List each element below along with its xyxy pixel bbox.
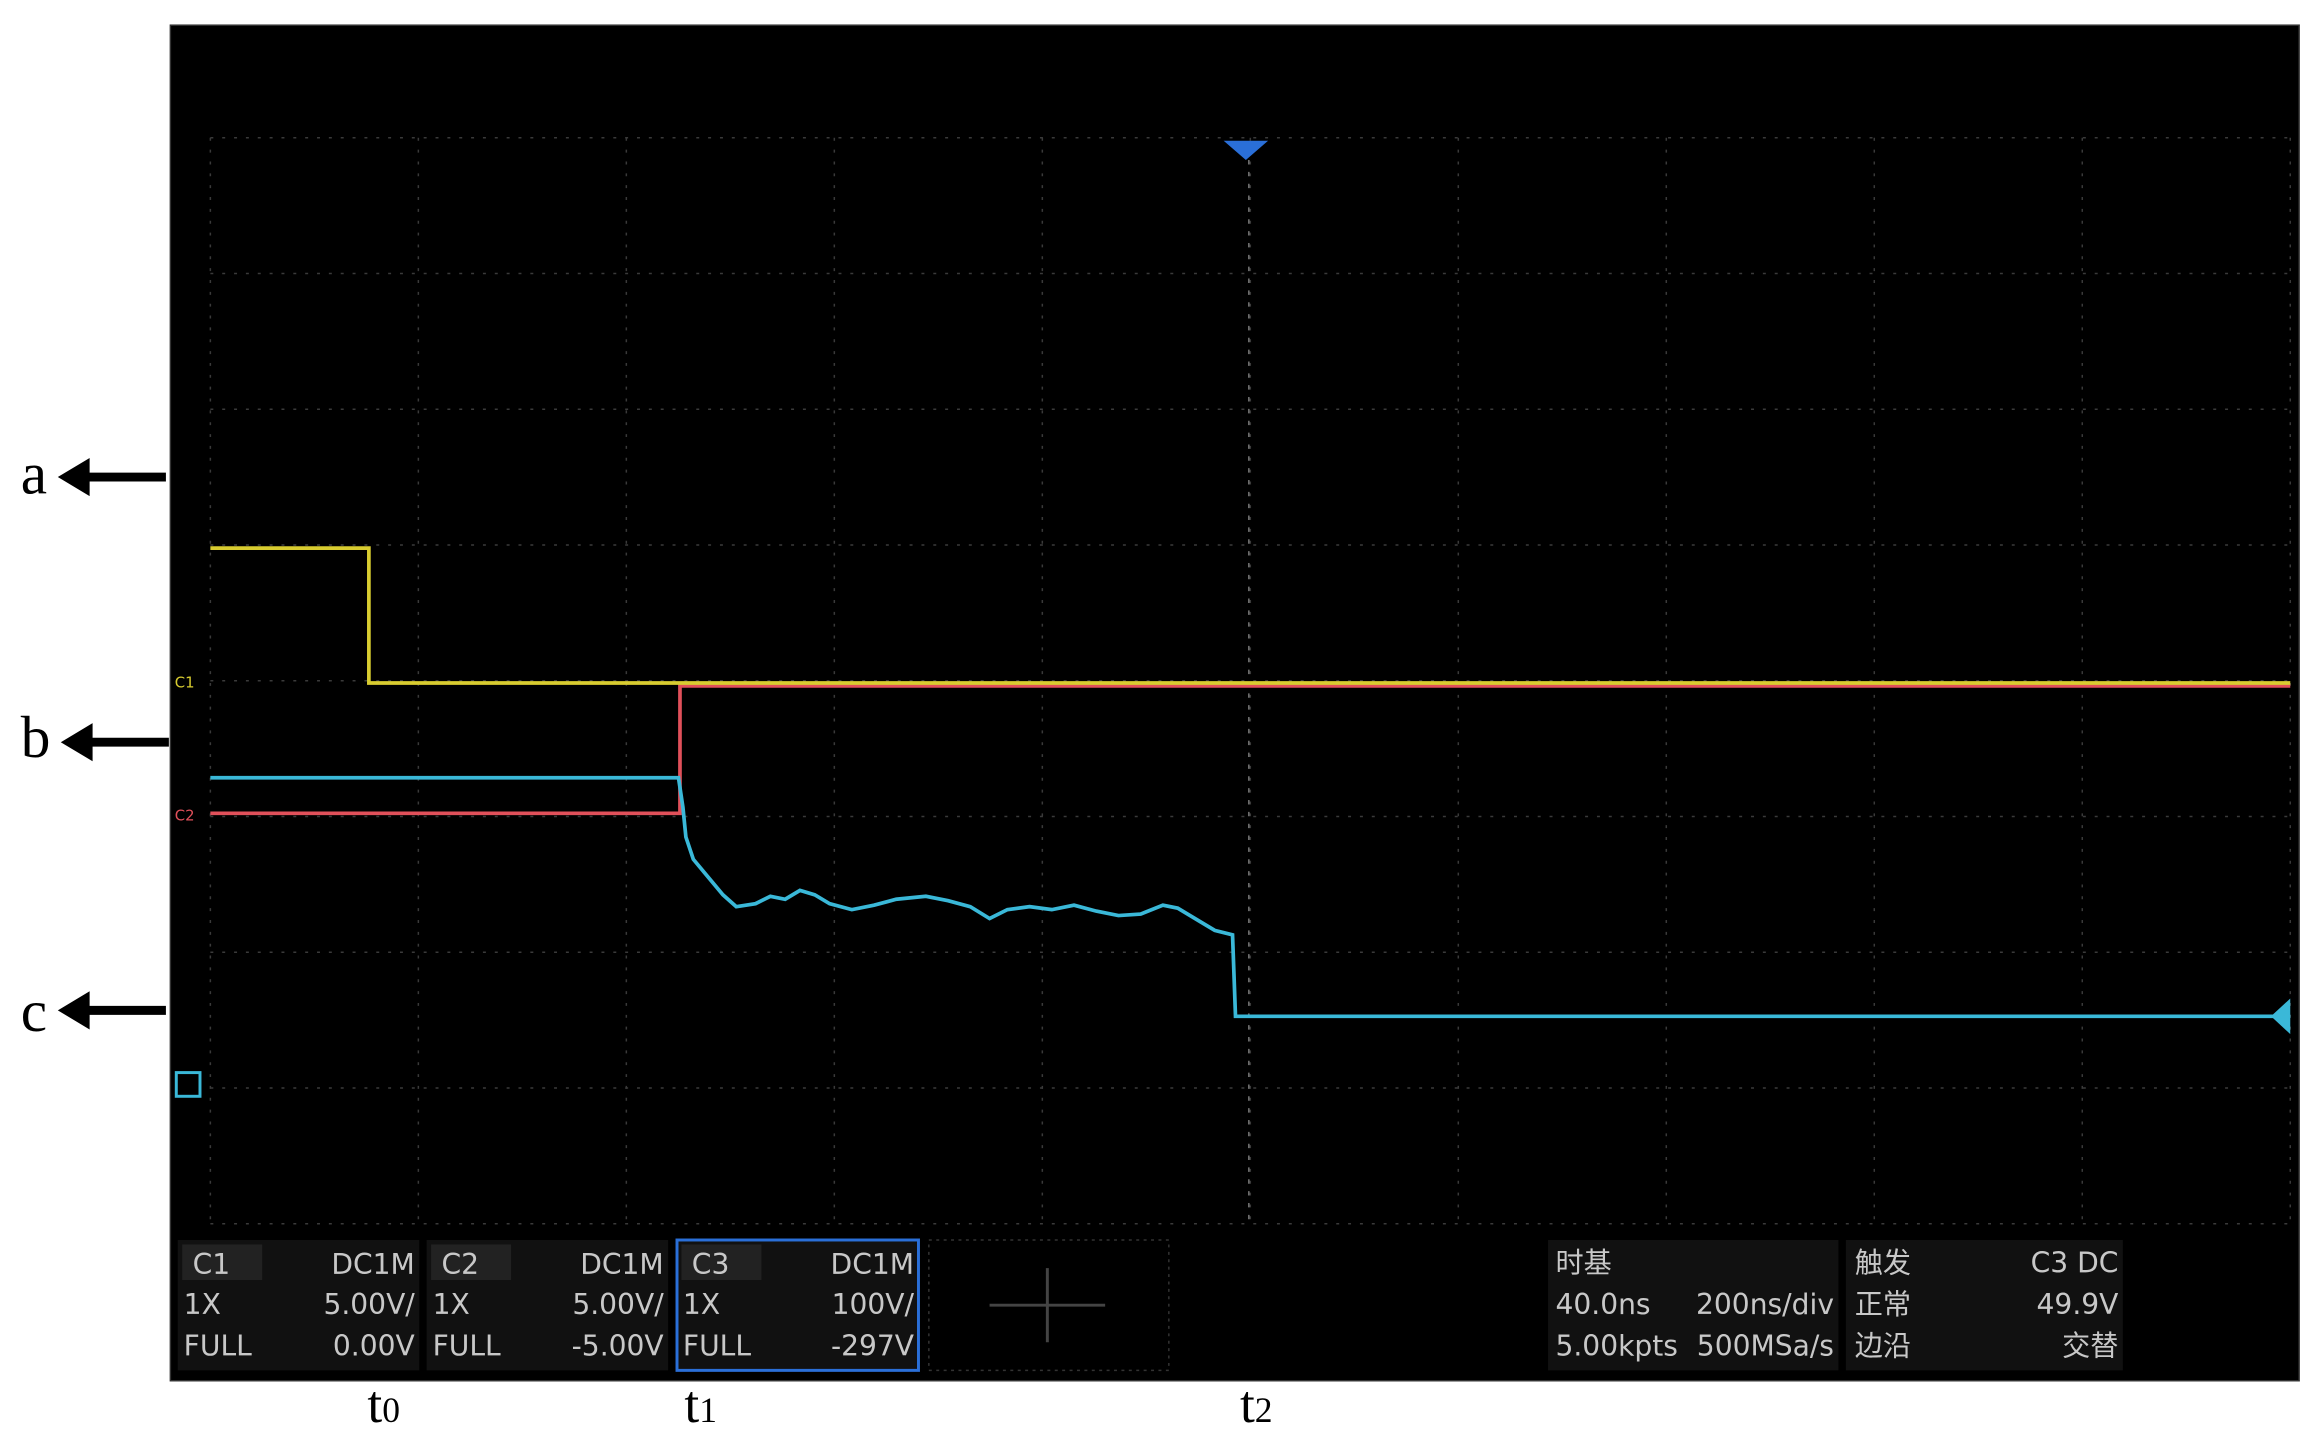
channel-bandwidth: FULL (184, 1330, 252, 1363)
side-annotations: a b c (21, 440, 169, 1044)
trigger-type: 边沿 (1855, 1330, 1911, 1363)
channel-offset: -297V (831, 1330, 914, 1363)
time-marker: t0 (367, 1374, 400, 1434)
timebase-delay: 40.0ns (1555, 1288, 1650, 1321)
time-marker: t2 (1240, 1374, 1273, 1434)
side-label: b (21, 704, 51, 770)
channel-name-box (681, 1244, 762, 1280)
channel-scale: 5.00V/ (323, 1288, 415, 1321)
trigger-slope: 交替 (2062, 1330, 2118, 1363)
channel-probe: 1X (433, 1288, 470, 1321)
trigger-level: 49.9V (2037, 1288, 2119, 1321)
trace-c2 (210, 684, 2291, 816)
channel-bandwidth: FULL (433, 1330, 501, 1363)
screen (169, 24, 2300, 1382)
trigger-position-marker (1223, 140, 1269, 160)
time-marker: t1 (684, 1374, 717, 1434)
channel-scale: 5.00V/ (572, 1288, 664, 1321)
c3-level-marker (2271, 998, 2291, 1035)
c3-offset-marker (174, 1071, 202, 1098)
timebase-box (1548, 1240, 1839, 1371)
timebase-memory: 5.00kpts (1555, 1330, 1677, 1363)
channel-marker: C2 (175, 808, 195, 825)
channel-offset: 0.00V (333, 1330, 415, 1363)
timebase-title: 时基 (1555, 1247, 1611, 1280)
channel-scale: 100V/ (832, 1288, 915, 1321)
channel-coupling: DC1M (580, 1248, 663, 1281)
grid (209, 137, 2292, 1225)
channel-marker: C1 (175, 674, 195, 691)
time-marker: t2 (1233, 1306, 1266, 1366)
side-label: a (21, 440, 47, 506)
side-label: c (21, 978, 47, 1044)
channel-name: C1 (193, 1248, 231, 1281)
channel-name-box (431, 1244, 512, 1280)
arrows (57, 457, 169, 1030)
trigger-box (1845, 1240, 2123, 1371)
timebase-sample-rate: 500MSa/s (1697, 1330, 1834, 1363)
channel-probe: 1X (683, 1288, 720, 1321)
trace-c1 (210, 546, 2291, 685)
trace-c3 (210, 775, 2291, 1019)
channel-bandwidth: FULL (683, 1330, 751, 1363)
channel-coupling: DC1M (331, 1248, 414, 1281)
channel-name: C2 (441, 1248, 479, 1281)
empty-box (928, 1239, 1170, 1372)
trigger-mode: 正常 (1855, 1288, 1911, 1321)
trigger-source: C3 DC (2031, 1247, 2119, 1280)
trigger-title: 触发 (1855, 1247, 1911, 1280)
timebase-scale: 200ns/div (1696, 1288, 1834, 1321)
status-panel: C1 DC1M 1X 5.00V/FULL 0.00V C2 DC1M 1X 5.00V/FUL… (177, 1238, 2123, 1372)
channel-offset: -5.00V (572, 1330, 664, 1363)
channel-name-box (182, 1244, 263, 1280)
channel-coupling: DC1M (831, 1248, 914, 1281)
channel-probe: 1X (184, 1288, 221, 1321)
channel-name: C3 (692, 1248, 730, 1281)
